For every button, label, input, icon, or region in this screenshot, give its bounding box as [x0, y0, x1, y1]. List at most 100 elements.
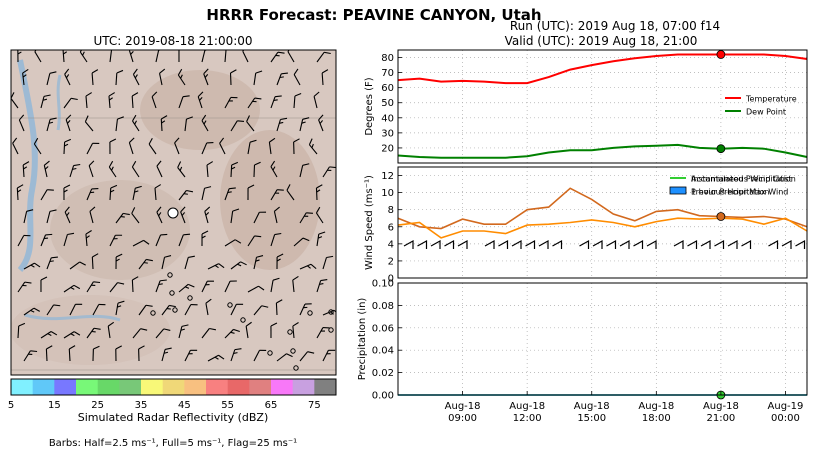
wind-barb — [184, 303, 198, 316]
wind-barb — [207, 354, 225, 362]
wind-barb — [318, 114, 324, 132]
wind-barb — [63, 138, 71, 155]
wind-barb — [276, 72, 288, 86]
wind-barb — [292, 275, 299, 293]
map-terrain — [11, 59, 336, 371]
barb-feather — [234, 239, 242, 244]
barb-feather — [204, 186, 212, 189]
wind-barb — [316, 231, 326, 247]
wind-barb — [131, 276, 139, 293]
barb-half-feather — [301, 121, 306, 124]
wind-barb — [158, 68, 166, 86]
barb-feather — [132, 68, 138, 75]
wind-barb — [156, 160, 163, 178]
colorbar-swatch — [54, 379, 77, 395]
barb-staff — [201, 120, 209, 132]
barb-staff — [154, 187, 157, 201]
barb-feather — [249, 139, 257, 143]
barb-feather — [256, 255, 264, 258]
barb-staff — [293, 95, 296, 109]
barb-staff — [107, 326, 111, 339]
wind-barb — [308, 138, 318, 155]
barb-staff — [178, 326, 183, 339]
wind-barb — [17, 234, 31, 247]
wind-barb — [230, 208, 240, 224]
barb-half-feather — [188, 353, 193, 355]
barb-staff — [299, 165, 304, 178]
wind-barb — [86, 142, 100, 155]
wind-barb — [253, 70, 263, 86]
barb-staff — [321, 72, 324, 86]
wind-barb — [33, 137, 42, 155]
barb-staff — [316, 234, 320, 247]
barb-feather — [269, 137, 276, 143]
wind-barb — [34, 50, 42, 63]
barb-staff — [268, 142, 272, 155]
barb-half-feather — [63, 51, 68, 55]
barb-half-feather — [179, 166, 183, 171]
barb-feather — [160, 115, 168, 120]
wind-barb — [293, 237, 310, 247]
wind-barb — [270, 51, 285, 63]
barb-half-feather — [22, 74, 27, 78]
barb-feather — [206, 142, 214, 144]
barb-staff — [203, 73, 209, 86]
wind-barb — [132, 114, 140, 132]
wind-barb — [247, 184, 255, 201]
barb-staff — [92, 304, 100, 316]
wind-barb — [63, 97, 78, 109]
plot-area — [398, 167, 807, 278]
barb-half-feather — [109, 97, 113, 101]
barb-staff — [299, 212, 307, 224]
barb-feather — [201, 230, 209, 235]
plot-frame — [397, 282, 808, 396]
wind-barb — [109, 282, 125, 293]
barb-staff — [23, 211, 28, 224]
barb-feather — [108, 92, 115, 97]
wind-barb — [109, 234, 123, 247]
barb-feather — [310, 263, 317, 270]
wind-barb — [132, 185, 142, 201]
barb-feather — [116, 69, 124, 74]
y-axis-label: Precipitation (in) — [357, 298, 368, 381]
barb-half-feather — [82, 51, 85, 56]
barb-feather — [322, 327, 330, 329]
plot-area — [398, 283, 807, 395]
barb-feather — [230, 280, 237, 282]
barb-staff — [63, 234, 68, 247]
barb-staff — [23, 307, 35, 316]
wind-barb — [178, 324, 189, 339]
barb-half-feather — [66, 212, 70, 217]
time-barb — [687, 239, 698, 249]
barb-feather — [22, 161, 30, 166]
barb-staff — [115, 213, 124, 224]
barb-feather — [315, 206, 321, 214]
barb-feather — [275, 95, 282, 98]
barb-feather — [272, 277, 280, 281]
wind-barb — [92, 345, 100, 362]
colorbar-swatch — [292, 379, 315, 395]
barb-staff — [322, 257, 327, 270]
barb-staff — [46, 304, 55, 316]
map-frame — [10, 49, 337, 376]
barb-feather — [43, 94, 51, 97]
colorbar-tick-label: 45 — [178, 400, 191, 411]
wind-barb — [276, 253, 284, 270]
colorbar-tick-label: 25 — [91, 400, 104, 411]
wind-barb — [207, 263, 225, 270]
barb-feather — [292, 322, 299, 327]
barb-feather — [254, 161, 261, 166]
barb-staff — [316, 52, 325, 63]
barb-half-feather — [30, 264, 35, 268]
colorbar-tick-label: 55 — [221, 400, 234, 411]
wind-barb — [224, 187, 236, 201]
wind-barb — [178, 233, 191, 247]
wind-barb — [108, 160, 117, 178]
barb-half-feather — [227, 191, 232, 194]
wind-barb — [322, 166, 336, 178]
station-marker — [167, 207, 179, 219]
colorbar-swatch — [249, 379, 272, 395]
barb-half-feather — [49, 260, 54, 263]
barb-half-feather — [158, 212, 162, 217]
barb-half-feather — [130, 51, 134, 55]
